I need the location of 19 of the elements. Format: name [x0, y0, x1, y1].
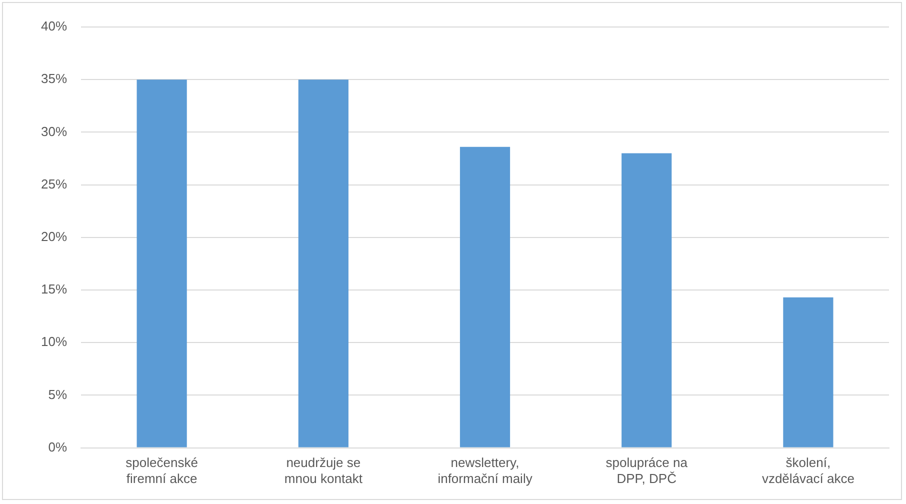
- y-tick-label: 30%: [40, 124, 68, 139]
- x-tick-label: školení, vzdělávací akce: [762, 455, 854, 486]
- y-tick-label: 0%: [48, 439, 68, 454]
- y-tick-label: 10%: [40, 334, 68, 350]
- bar: [622, 153, 672, 448]
- bar: [460, 146, 510, 448]
- y-tick-label: 25%: [40, 176, 68, 192]
- bar: [783, 297, 834, 448]
- x-tick-label: neudržuje se mnou kontakt: [284, 455, 363, 486]
- x-tick-label: společenské firemní akce: [126, 455, 198, 486]
- y-tick-label: 5%: [48, 386, 68, 402]
- x-tick-label: spolupráce na DPP, DPČ: [606, 455, 688, 486]
- y-tick-label: 15%: [40, 282, 68, 297]
- x-tick-label: newslettery, informační maily: [438, 455, 533, 486]
- y-tick-label: 35%: [40, 71, 68, 86]
- bar: [136, 80, 187, 448]
- y-tick-label: 40%: [40, 18, 68, 34]
- bar: [298, 80, 348, 448]
- y-tick-label: 20%: [40, 228, 68, 244]
